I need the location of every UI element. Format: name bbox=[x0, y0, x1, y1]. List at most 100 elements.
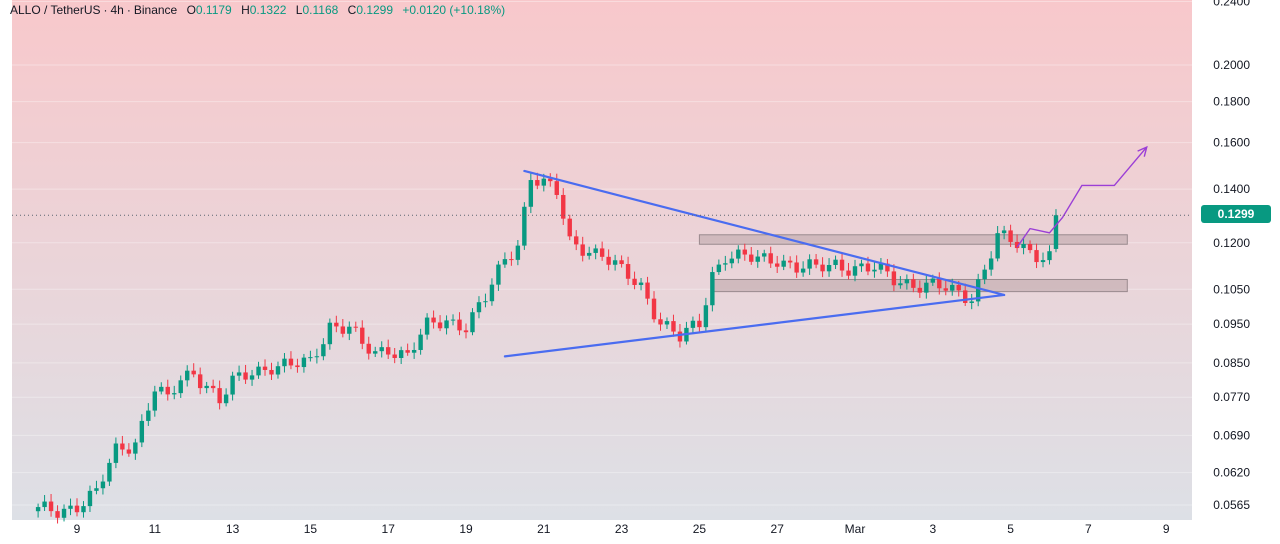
candle-body bbox=[437, 322, 443, 329]
resistance-zone[interactable] bbox=[698, 234, 1128, 245]
candle-body bbox=[379, 347, 384, 352]
time-tick-label: 11 bbox=[149, 522, 162, 536]
candle-body bbox=[185, 370, 190, 381]
time-tick-label: 17 bbox=[382, 522, 396, 536]
candle-body bbox=[308, 357, 313, 359]
candle-body bbox=[373, 351, 378, 354]
candle-body bbox=[126, 449, 132, 454]
candle-body bbox=[586, 252, 592, 256]
candle-body bbox=[366, 343, 371, 354]
candle-body bbox=[554, 181, 559, 195]
price-tick-label: 0.1600 bbox=[1213, 136, 1250, 150]
candle-body bbox=[645, 282, 650, 299]
candle-body bbox=[1040, 260, 1046, 263]
candle-body bbox=[710, 272, 715, 306]
candle-body bbox=[768, 253, 773, 264]
price-axis[interactable]: 0.2400 0.2000 0.1800 0.1600 0.1400 0.1200 0.10… bbox=[1213, 0, 1250, 512]
candle-body bbox=[969, 301, 974, 303]
time-tick-label: 13 bbox=[226, 522, 240, 536]
candle-body bbox=[61, 508, 67, 518]
triangle-upper[interactable] bbox=[523, 169, 1006, 297]
candle-body bbox=[794, 262, 799, 273]
candle-body bbox=[1027, 244, 1033, 251]
candle-body bbox=[457, 319, 462, 331]
symbol-name[interactable]: ALLO / TetherUS bbox=[10, 3, 101, 17]
interval[interactable]: 4h bbox=[110, 3, 124, 17]
candle-body bbox=[223, 394, 229, 404]
candle-body bbox=[515, 245, 521, 260]
price-tick-label: 0.0620 bbox=[1213, 466, 1250, 480]
candle-body bbox=[301, 357, 307, 368]
price-tick-label: 0.0770 bbox=[1213, 390, 1250, 404]
candle-body bbox=[509, 259, 514, 261]
candle-body bbox=[210, 385, 216, 389]
candle-body bbox=[470, 312, 475, 333]
candle-body bbox=[321, 344, 326, 357]
candle-body bbox=[522, 206, 527, 246]
candle-body bbox=[476, 302, 482, 313]
candle-body bbox=[950, 284, 955, 291]
candle-body bbox=[716, 264, 722, 273]
low-value: 0.1168 bbox=[302, 3, 339, 17]
candle-body bbox=[392, 354, 397, 358]
candle-body bbox=[431, 317, 436, 323]
exchange: Binance bbox=[133, 3, 178, 17]
candle-body bbox=[360, 327, 365, 344]
drawings bbox=[503, 145, 1148, 358]
candle-body bbox=[347, 326, 352, 334]
candle-body bbox=[606, 256, 611, 265]
candle-body bbox=[48, 501, 54, 512]
time-axis[interactable]: 9 11 13 15 17 19 21 23 25 27 Mar 3 5 7 9 bbox=[74, 522, 1170, 536]
candle-body bbox=[42, 501, 47, 508]
candle-body bbox=[865, 263, 871, 272]
candle-body bbox=[327, 322, 333, 345]
candle-body bbox=[172, 393, 177, 395]
candle-body bbox=[826, 265, 832, 272]
candle-body bbox=[398, 350, 404, 358]
candle-body bbox=[1001, 230, 1007, 234]
candle-body bbox=[541, 178, 546, 186]
price-tick-label: 0.1800 bbox=[1213, 95, 1250, 109]
candle-body bbox=[885, 263, 890, 272]
candle-body bbox=[807, 259, 812, 269]
candle-body bbox=[548, 178, 553, 182]
candle-body bbox=[528, 180, 534, 207]
time-tick-label: 25 bbox=[693, 522, 707, 536]
time-tick-label: 9 bbox=[74, 522, 81, 536]
candle-body bbox=[146, 410, 151, 421]
time-tick-label: 5 bbox=[1007, 522, 1014, 536]
candle-body bbox=[275, 366, 281, 375]
price-projection[interactable] bbox=[1016, 146, 1148, 248]
candle-body bbox=[975, 279, 981, 302]
candle-body bbox=[230, 375, 235, 395]
candle-body bbox=[775, 263, 780, 267]
candle-body bbox=[197, 374, 203, 389]
time-tick-label: 15 bbox=[304, 522, 318, 536]
close-label: C bbox=[347, 3, 357, 17]
candle-body bbox=[963, 290, 968, 303]
candle-body bbox=[574, 236, 579, 245]
candle-body bbox=[191, 370, 196, 375]
candle-body bbox=[956, 284, 961, 291]
candle-body bbox=[599, 248, 605, 257]
candle-body bbox=[463, 330, 469, 333]
price-tick-label: 0.0850 bbox=[1213, 356, 1250, 370]
candle-body bbox=[334, 322, 339, 327]
grid bbox=[12, 1, 1192, 506]
candle-body bbox=[165, 386, 170, 395]
time-tick-label: 3 bbox=[929, 522, 936, 536]
candle-body bbox=[729, 258, 735, 264]
candle-body bbox=[820, 264, 825, 272]
candle-body bbox=[340, 326, 346, 334]
candle-body bbox=[561, 194, 566, 219]
triangle-lower[interactable] bbox=[503, 293, 1006, 358]
candle-body bbox=[872, 269, 877, 272]
candle-body bbox=[444, 320, 449, 329]
price-tick-label: 0.2400 bbox=[1213, 0, 1250, 9]
candle-body bbox=[159, 386, 164, 392]
candle-body bbox=[113, 443, 119, 463]
price-tick-label: 0.0690 bbox=[1213, 428, 1250, 442]
candle-body bbox=[535, 180, 540, 186]
